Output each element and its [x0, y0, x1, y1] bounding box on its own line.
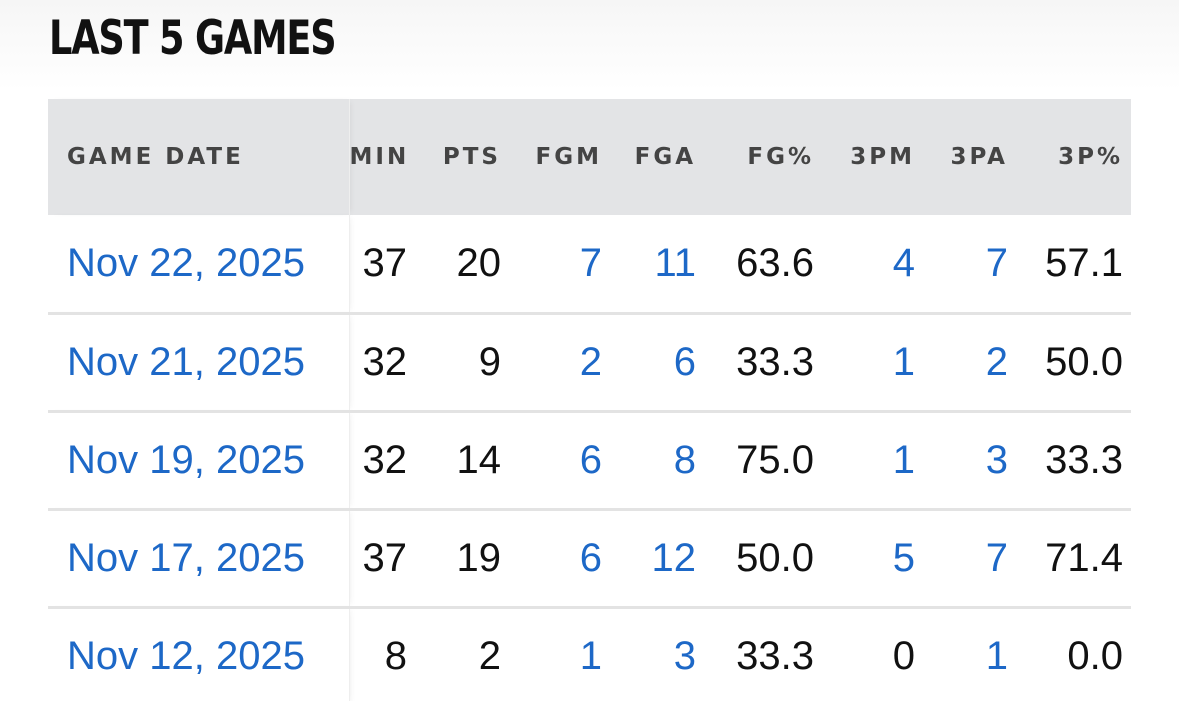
cell-pts: 19	[456, 535, 502, 580]
last-5-games-table: GAME DATE MIN PTS FGM FGA FG% 3PM 3PA 3P…	[48, 99, 1131, 701]
cell-fgm-link[interactable]: 7	[579, 240, 602, 285]
header-3pa[interactable]: 3PA	[950, 144, 1008, 170]
cell-3pm-link[interactable]: 4	[892, 240, 915, 285]
cell-3pa-link[interactable]: 2	[985, 339, 1008, 384]
cell-min: 32	[362, 339, 408, 384]
cell-fg-pct: 63.6	[736, 240, 814, 285]
cell-fgm-link[interactable]: 6	[579, 535, 602, 580]
cell-fga-link[interactable]: 8	[673, 437, 696, 482]
game-date-link[interactable]: Nov 17, 2025	[48, 509, 350, 607]
game-date-link[interactable]: Nov 19, 2025	[48, 411, 350, 509]
cell-fga-link[interactable]: 3	[673, 634, 696, 679]
cell-fg-pct: 33.3	[736, 634, 814, 679]
header-game-date[interactable]: GAME DATE	[48, 99, 350, 215]
cell-3pa-link[interactable]: 1	[985, 634, 1008, 679]
table-header-row: GAME DATE MIN PTS FGM FGA FG% 3PM 3PA 3P…	[48, 99, 1131, 215]
cell-fg-pct: 75.0	[736, 437, 814, 482]
cell-3pa-link[interactable]: 3	[985, 437, 1008, 482]
cell-fg-pct: 50.0	[736, 535, 814, 580]
cell-pts: 20	[456, 240, 502, 285]
table-row: Nov 21, 2025 32 9 2 6 33.3 1 2 50.0	[48, 313, 1131, 411]
table-row: Nov 17, 2025 37 19 6 12 50.0 5 7 71.4	[48, 509, 1131, 607]
section-title: LAST 5 GAMES	[49, 11, 337, 66]
cell-min: 8	[384, 634, 407, 679]
cell-fga-link[interactable]: 12	[651, 535, 697, 580]
game-date-link[interactable]: Nov 12, 2025	[48, 607, 350, 701]
cell-3pm-link[interactable]: 5	[892, 535, 915, 580]
cell-3p-pct: 57.1	[1045, 240, 1123, 285]
cell-3pa-link[interactable]: 7	[985, 240, 1008, 285]
header-fgm[interactable]: FGM	[535, 144, 602, 170]
cell-3pa-link[interactable]: 7	[985, 535, 1008, 580]
header-fga[interactable]: FGA	[634, 144, 696, 170]
cell-fgm-link[interactable]: 6	[579, 437, 602, 482]
header-pts[interactable]: PTS	[442, 144, 501, 170]
table-row: Nov 19, 2025 32 14 6 8 75.0 1 3 33.3	[48, 411, 1131, 509]
table-row: Nov 12, 2025 8 2 1 3 33.3 0 1 0.0	[48, 607, 1131, 701]
game-date-link[interactable]: Nov 22, 2025	[48, 215, 350, 313]
cell-fgm-link[interactable]: 2	[579, 339, 602, 384]
cell-3pm: 0	[892, 634, 915, 679]
cell-3p-pct: 33.3	[1045, 437, 1123, 482]
table-row: Nov 22, 2025 37 20 7 11 63.6 4 7 57.1	[48, 215, 1131, 313]
cell-pts: 2	[478, 634, 501, 679]
cell-3pm-link[interactable]: 1	[892, 437, 915, 482]
cell-3p-pct: 0.0	[1067, 634, 1123, 679]
header-fg-pct[interactable]: FG%	[747, 144, 814, 170]
cell-min: 32	[362, 437, 408, 482]
cell-fga-link[interactable]: 11	[654, 240, 696, 285]
header-3pm[interactable]: 3PM	[850, 144, 915, 170]
cell-3p-pct: 71.4	[1045, 535, 1123, 580]
cell-min: 37	[362, 240, 408, 285]
cell-min: 37	[362, 535, 408, 580]
cell-pts: 14	[456, 437, 502, 482]
header-3p-pct[interactable]: 3P%	[1058, 144, 1123, 170]
header-min[interactable]: MIN	[349, 144, 410, 170]
cell-pts: 9	[478, 339, 501, 384]
game-date-link[interactable]: Nov 21, 2025	[48, 313, 350, 411]
cell-3pm-link[interactable]: 1	[892, 339, 915, 384]
cell-fgm-link[interactable]: 1	[579, 634, 602, 679]
cell-fga-link[interactable]: 6	[673, 339, 696, 384]
cell-fg-pct: 33.3	[736, 339, 814, 384]
cell-3p-pct: 50.0	[1045, 339, 1123, 384]
